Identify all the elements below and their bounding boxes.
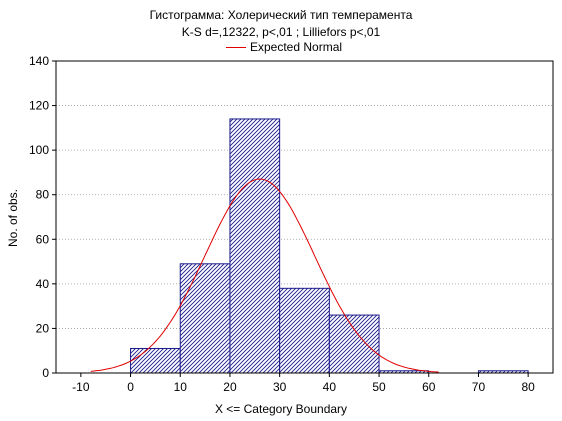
x-tick-label--10: -10 xyxy=(72,380,90,394)
plot-frame xyxy=(55,60,554,374)
tick-labels: 0 20 40 60 80 100 120 140 -10 0 10 20 30 40 50 60 70 80 xyxy=(29,54,535,394)
x-axis-label: X <= Category Boundary xyxy=(214,402,348,416)
histogram-bars xyxy=(130,118,529,374)
expected-normal-layer xyxy=(90,178,439,373)
y-tick-label-80: 80 xyxy=(36,188,50,202)
y-tick-label-120: 120 xyxy=(29,99,49,113)
y-tick-label-40: 40 xyxy=(36,277,50,291)
legend-line-swatch xyxy=(226,47,246,48)
histogram-bar-10-20 xyxy=(179,263,231,374)
legend-label-expected-normal: Expected Normal xyxy=(250,40,343,54)
chart-title: Гистограмма: Холерический тип темперамен… xyxy=(149,8,413,22)
y-tick-label-20: 20 xyxy=(36,321,50,335)
histogram-bar-0-10 xyxy=(130,347,181,374)
y-tick-label-140: 140 xyxy=(29,54,49,68)
histogram-bar-20-30 xyxy=(229,118,281,374)
y-tick-label-0: 0 xyxy=(42,366,49,380)
y-tick-label-60: 60 xyxy=(36,232,50,246)
x-tick-label-80: 80 xyxy=(521,380,535,394)
x-tick-label-70: 70 xyxy=(472,380,486,394)
x-tick-label-30: 30 xyxy=(273,380,287,394)
x-tick-label-50: 50 xyxy=(372,380,386,394)
x-tick-label-0: 0 xyxy=(127,380,134,394)
y-tick-label-100: 100 xyxy=(29,143,49,157)
chart-subtitle: K-S d=,12322, p<,01 ; Lilliefors p<,01 xyxy=(181,25,381,39)
x-tick-label-20: 20 xyxy=(223,380,237,394)
axes xyxy=(52,60,554,377)
x-tick-label-60: 60 xyxy=(422,380,436,394)
x-tick-label-40: 40 xyxy=(323,380,337,394)
histogram-bar-30-40 xyxy=(279,287,330,374)
x-tick-label-10: 10 xyxy=(174,380,188,394)
expected-normal-curve xyxy=(90,178,439,373)
histogram-bar-40-50 xyxy=(328,314,380,374)
